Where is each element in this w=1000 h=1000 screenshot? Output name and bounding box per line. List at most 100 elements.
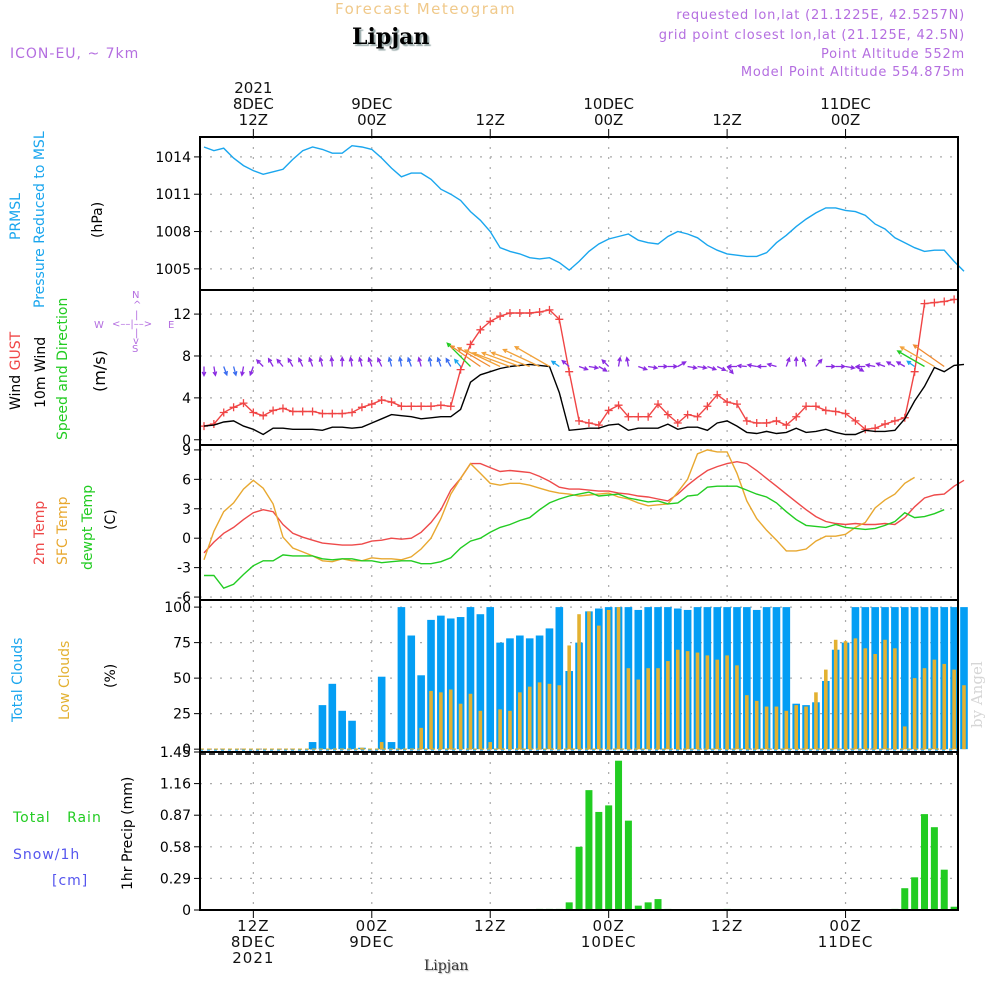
gust-marker	[861, 425, 870, 434]
top-axis-label-line: 2021	[234, 79, 273, 97]
y-tick-label: 1011	[155, 187, 191, 203]
grid-point-coords: grid point closest lon,lat (21.125E, 42.…	[658, 28, 965, 43]
bottom-axis-label-line: 10DEC	[580, 933, 637, 951]
low-clouds-bar	[883, 639, 887, 750]
wind-direction-arrow	[598, 365, 608, 372]
compass-icon: N ^ | W <––|––> E | v S	[94, 290, 175, 355]
rain-bar	[615, 760, 623, 910]
low-clouds-bar	[518, 692, 522, 750]
snow-label: Snow/1h	[13, 847, 81, 863]
low-clouds-bar	[646, 668, 650, 750]
wind-direction-arrow	[625, 356, 630, 367]
gust-marker	[584, 419, 593, 428]
total-clouds-bar	[348, 720, 356, 750]
total-clouds-bar	[762, 607, 771, 750]
wind-direction-arrow	[825, 364, 837, 369]
model-label: ICON-EU, ~ 7km	[10, 46, 140, 62]
total-clouds-bar	[466, 607, 475, 750]
wind-direction-arrow	[550, 360, 560, 368]
gust-marker	[308, 407, 317, 416]
low-clouds-bar	[833, 639, 838, 750]
wind-direction-arrow	[667, 364, 679, 369]
total-clouds-bar	[743, 607, 751, 750]
bottom-axis-label: 12Z 8DEC 2021	[231, 918, 276, 966]
y-tick-label: 1014	[155, 150, 191, 166]
top-axis-label-line: 8DEC	[232, 95, 274, 113]
y-tick-label: -3	[177, 561, 191, 577]
gust-marker	[693, 412, 702, 421]
wind-direction-arrow	[232, 366, 238, 377]
series-line-sfc-temp	[203, 449, 915, 563]
bottom-axis-label-line: 12Z	[474, 917, 507, 935]
gust-marker	[545, 305, 554, 314]
point-altitude: Point Altitude 552m	[820, 47, 965, 62]
wind-direction-arrow	[249, 366, 254, 377]
wind-direction-arrow	[456, 347, 491, 368]
gust-marker	[950, 295, 959, 304]
wind-direction-arrow	[756, 364, 767, 369]
low-clouds-bar	[952, 669, 956, 750]
wind-direction-arrow	[513, 345, 550, 368]
gust-marker	[535, 307, 544, 316]
low-clouds-bar	[774, 706, 779, 750]
low-clouds-bar	[735, 665, 739, 750]
wind-direction-arrow	[298, 356, 304, 367]
y-tick-label: -6	[177, 590, 191, 606]
bottom-axis-label: 00Z 11DEC	[818, 918, 874, 950]
wind-direction-arrow	[471, 351, 511, 368]
wind-direction-arrow	[223, 366, 228, 377]
low-clouds-bar	[745, 695, 749, 750]
top-axis-label-line: 9DEC	[351, 95, 393, 113]
rain-bar	[585, 790, 593, 910]
low-clouds-bar	[824, 669, 828, 750]
gust-marker	[821, 406, 830, 415]
y-tick-label: 1.16	[160, 777, 191, 793]
y-tick-label: 25	[173, 707, 191, 723]
bottom-axis-label-line: 12Z	[710, 917, 744, 935]
rain-bar	[901, 888, 909, 910]
wind-direction-arrow	[601, 359, 610, 367]
top-axis-label: 12Z	[712, 112, 741, 128]
total-clouds-bar	[387, 742, 396, 750]
total-clouds-bar	[338, 710, 346, 750]
wind-direction-arrow	[864, 363, 876, 368]
gust-marker	[446, 402, 455, 411]
series-line-2m-temp	[203, 460, 965, 554]
bottom-axis-label-line: 12Z	[237, 917, 270, 935]
gust-marker	[772, 416, 781, 425]
low-clouds-bar	[636, 679, 641, 750]
total-clouds-bar	[417, 675, 425, 750]
requested-coords: requested lon,lat (21.1225E, 42.5257N)	[676, 8, 965, 23]
gust-marker	[614, 401, 623, 410]
footer-location: Lipjan	[424, 958, 469, 974]
total-clouds-bar	[328, 683, 337, 750]
low-clouds-bar	[725, 655, 729, 750]
wind-direction-arrow	[463, 349, 501, 368]
gust-marker	[910, 367, 919, 376]
series-line-dewpt-temp	[204, 485, 945, 590]
y-tick-label: 3	[182, 502, 191, 518]
y-tick-label: 9	[182, 443, 191, 459]
top-axis-label-line: 12Z	[475, 111, 505, 129]
compass-w: W	[94, 320, 104, 331]
low-clouds-bar	[675, 649, 680, 750]
gust-marker	[436, 401, 445, 410]
bottom-axis-label: 00Z 10DEC	[581, 918, 637, 950]
low-clouds-bar	[873, 653, 877, 750]
low-clouds-bar	[962, 685, 966, 750]
bottom-axis-label-line: 9DEC	[349, 933, 395, 951]
wind-direction-arrow	[835, 364, 847, 369]
bottom-axis-label-line: 2021	[232, 949, 275, 967]
wind-direction-arrow	[801, 356, 807, 367]
wind-direction-arrow	[502, 348, 540, 368]
low-clouds-bar	[439, 692, 443, 750]
rain-bar	[624, 820, 632, 910]
low-clouds-bar	[932, 659, 937, 750]
low-clouds-bar	[478, 710, 483, 750]
low-clouds-bar	[942, 663, 947, 750]
total-clouds-bar	[496, 642, 504, 750]
low-clouds-bar	[537, 682, 542, 750]
bottom-axis-label-line: 00Z	[829, 917, 862, 935]
wind-direction-arrow	[588, 365, 600, 370]
y-tick-label: 1.45	[160, 745, 191, 761]
